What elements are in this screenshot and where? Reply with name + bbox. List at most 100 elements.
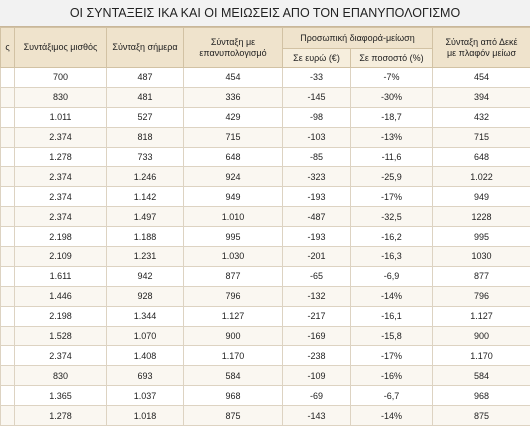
table-body: 700 487 454 -33 -7% 454 830 481 336 -145 -30% 394 1.… — [0, 67, 530, 427]
table-cell: 2.374 — [14, 186, 107, 208]
table-row: 1.365 1.037 968 -69 -6,7 968 — [0, 385, 530, 407]
table-cell: 584 — [432, 365, 530, 387]
table-cell: 1.611 — [14, 265, 107, 287]
table-cell: 875 — [183, 405, 283, 427]
table-cell: 900 — [183, 325, 283, 347]
table-cell: 2.374 — [14, 166, 107, 188]
table-cell: 715 — [432, 126, 530, 148]
table-cell: 2.374 — [14, 206, 107, 228]
header-cell: Σε ευρώ (€) — [282, 48, 351, 68]
table-cell: -6,9 — [349, 265, 434, 287]
table-cell: -103 — [282, 126, 351, 148]
table-cell: 733 — [106, 146, 184, 168]
cut-cell — [0, 246, 15, 267]
table-cell: -13% — [349, 126, 434, 148]
table-cell: -16,1 — [349, 305, 434, 327]
table-cell: -145 — [282, 86, 351, 108]
table-cell: -16,3 — [349, 246, 434, 267]
table-cell: 995 — [183, 226, 283, 248]
table-cell: 454 — [183, 67, 283, 88]
header-cell: Προσωπική διαφορά-μείωση — [281, 27, 434, 49]
cut-cell — [0, 126, 15, 148]
header-cell: Σύνταξη με επανυπολογισμό — [183, 27, 283, 68]
table-cell: -487 — [282, 206, 351, 228]
table-cell: 1.011 — [14, 106, 107, 128]
table-cell: -169 — [282, 325, 351, 347]
cut-cell — [0, 325, 15, 347]
table-cell: 2.374 — [14, 126, 107, 148]
table-cell: 454 — [432, 67, 530, 88]
table-cell: -33 — [282, 67, 351, 88]
table-cell: 2.198 — [14, 305, 107, 327]
table-cell: 336 — [183, 86, 283, 108]
table-cell: 830 — [14, 365, 107, 387]
table-row: 2.374 818 715 -103 -13% 715 — [0, 126, 530, 148]
header-cell: Συντάξιμος μισθός — [14, 27, 107, 68]
table-cell: 1.231 — [106, 246, 184, 267]
table-cell: 693 — [106, 365, 184, 387]
table-cell: 1.170 — [432, 345, 530, 367]
table-cell: 648 — [183, 146, 283, 168]
table-cell: 1.018 — [106, 405, 184, 427]
table-cell: 968 — [432, 385, 530, 407]
table-cell: -18,7 — [349, 106, 434, 128]
table-cell: 1.188 — [106, 226, 184, 248]
table-cell: -30% — [349, 86, 434, 108]
table-header: ς Συντάξιμος μισθός Σύνταξη σήμερα Σύντα… — [0, 27, 530, 68]
table-cell: 1.030 — [183, 246, 283, 267]
header-cell: Σύνταξη σήμερα — [106, 27, 184, 68]
table-cell: -15,8 — [349, 325, 434, 347]
table-cell: 700 — [14, 67, 107, 88]
table-cell: -6,7 — [349, 385, 434, 407]
table-cell: -32,5 — [349, 206, 434, 228]
cut-cell — [0, 365, 15, 387]
table-cell: 968 — [183, 385, 283, 407]
table-cell: -69 — [282, 385, 351, 407]
table-cell: -7% — [349, 67, 434, 88]
table-cell: 715 — [183, 126, 283, 148]
table-cell: 487 — [106, 67, 184, 88]
cut-cell — [0, 106, 15, 128]
table-cell: -238 — [282, 345, 351, 367]
table-cell: 527 — [106, 106, 184, 128]
table-cell: -193 — [282, 186, 351, 208]
table-cell: 2.198 — [14, 226, 107, 248]
table-cell: 818 — [106, 126, 184, 148]
table-cell: -217 — [282, 305, 351, 327]
cut-cell — [0, 405, 15, 427]
table-cell: 796 — [432, 285, 530, 307]
table-cell: 1.142 — [106, 186, 184, 208]
cut-cell — [0, 166, 15, 188]
table-cell: 875 — [432, 405, 530, 427]
table-cell: -65 — [282, 265, 351, 287]
cut-cell — [0, 305, 15, 327]
cut-cell — [0, 67, 15, 88]
cut-cell — [0, 186, 15, 208]
table-cell: -17% — [349, 345, 434, 367]
table-cell: -98 — [282, 106, 351, 128]
table-cell: 900 — [432, 325, 530, 347]
table-row: 2.198 1.344 1.127 -217 -16,1 1.127 — [0, 305, 530, 327]
table-cell: 830 — [14, 86, 107, 108]
table-row: 700 487 454 -33 -7% 454 — [0, 67, 530, 88]
table-cell: -11,6 — [349, 146, 434, 168]
table-cell: 1030 — [432, 246, 530, 267]
table-row: 2.198 1.188 995 -193 -16,2 995 — [0, 226, 530, 248]
table-cell: -323 — [282, 166, 351, 188]
header-line: Σύνταξη από Δεκέ — [445, 36, 518, 47]
cut-cell — [0, 146, 15, 168]
table-cell: -14% — [349, 285, 434, 307]
table-cell: 2.109 — [14, 246, 107, 267]
table-cell: 949 — [183, 186, 283, 208]
table-cell: -14% — [349, 405, 434, 427]
table-cell: -17% — [349, 186, 434, 208]
cut-cell — [0, 86, 15, 108]
table-cell: 394 — [432, 86, 530, 108]
table-cell: 995 — [432, 226, 530, 248]
header-cell: ς — [0, 27, 15, 68]
table-row: 1.528 1.070 900 -169 -15,8 900 — [0, 325, 530, 347]
table-row: 2.374 1.142 949 -193 -17% 949 — [0, 186, 530, 208]
cut-cell — [0, 206, 15, 228]
table-cell: 877 — [183, 265, 283, 287]
table-cell: 1.022 — [432, 166, 530, 188]
